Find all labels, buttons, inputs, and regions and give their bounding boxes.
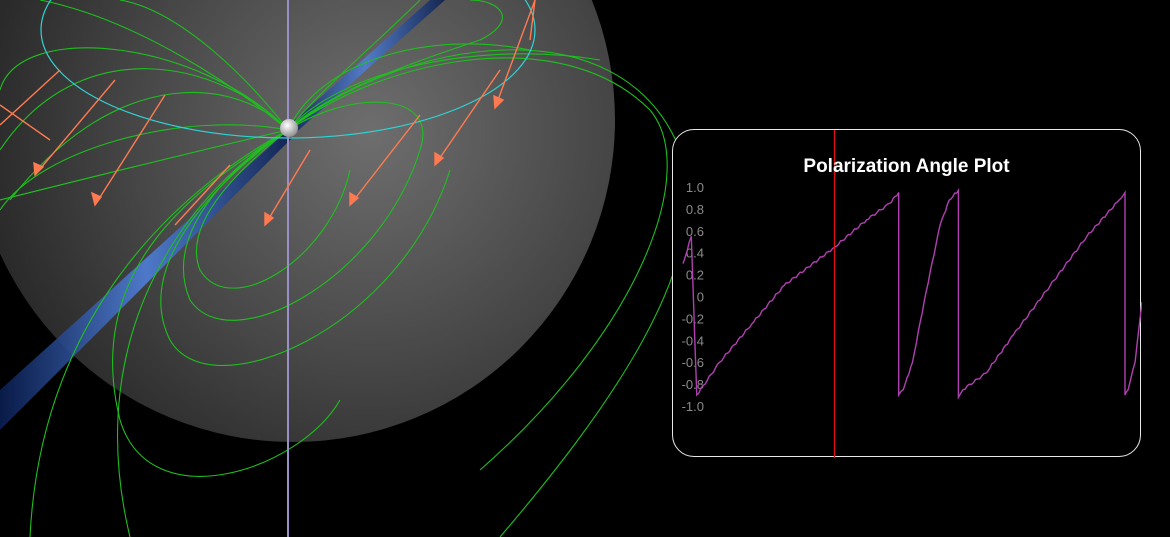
polarization-series-line [682,187,1142,400]
field-arrows [0,0,536,227]
plot-title: Polarization Angle Plot [803,156,1010,177]
y-tick-label: 0.2 [686,268,704,283]
white-sphere-marker-icon[interactable] [280,119,298,137]
y-tick-label: -1.0 [682,399,704,414]
polarization-plot-panel: 1.0 0.8 0.6 0.4 0.2 0 -0.2 -0.4 -0.6 -0.8 -1.0 Pol… [672,129,1142,458]
y-tick-label: -0.4 [682,333,704,348]
y-tick-label: 0.4 [686,246,704,261]
y-tick-label: 0.8 [686,202,704,217]
y-tick-label: -0.8 [682,377,704,392]
y-tick-label: 0.6 [686,224,704,239]
y-tick-label: -0.2 [682,311,704,326]
y-tick-label: 1.0 [686,180,704,195]
polarization-chart: 1.0 0.8 0.6 0.4 0.2 0 -0.2 -0.4 -0.6 -0.8 -1.0 [682,130,1142,458]
sphere-body [0,0,615,442]
y-tick-label: -0.6 [682,355,704,370]
y-tick-labels: 1.0 0.8 0.6 0.4 0.2 0 -0.2 -0.4 -0.6 -0.8 -1.0 [682,180,704,414]
y-tick-label: 0 [697,290,704,305]
beam-upper [286,0,445,136]
